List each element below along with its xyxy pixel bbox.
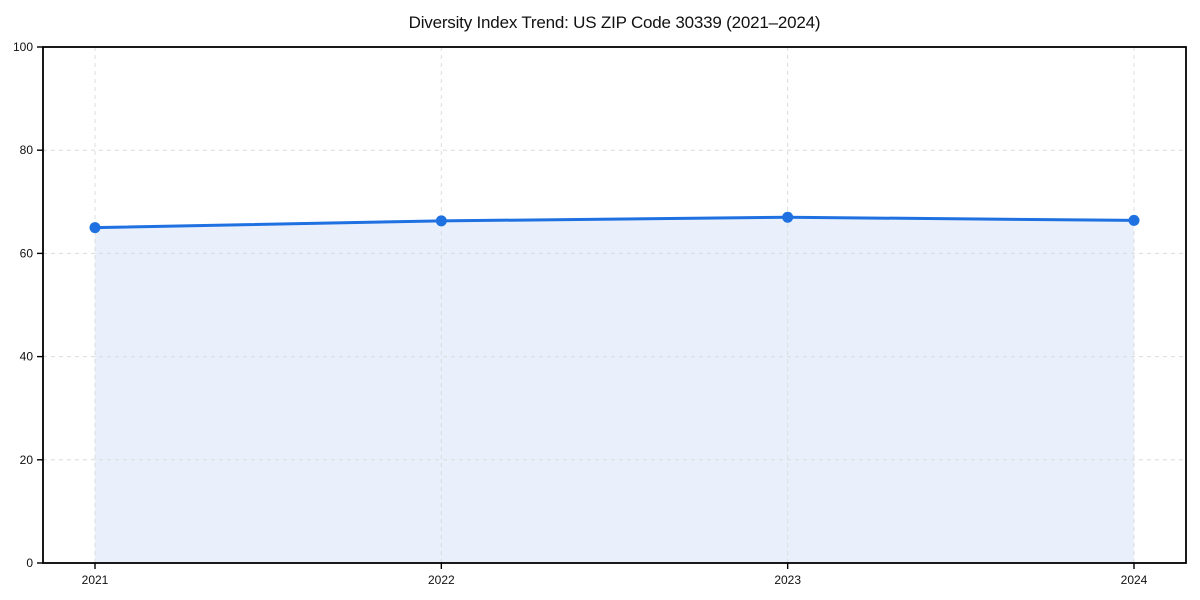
y-tick-label: 0 <box>26 556 33 570</box>
series-line <box>93 215 1136 230</box>
data-point-2023 <box>782 211 794 223</box>
area-fill <box>95 217 1134 563</box>
x-tick-label: 2023 <box>774 573 801 587</box>
x-tick-label: 2024 <box>1121 573 1148 587</box>
data-point-2021 <box>89 222 101 234</box>
plot-frame <box>42 46 1187 564</box>
y-tick-label: 80 <box>20 143 34 157</box>
chart-title: Diversity Index Trend: US ZIP Code 30339… <box>408 13 821 32</box>
y-tick-label: 60 <box>20 246 34 260</box>
data-point-2022 <box>435 215 447 227</box>
y-tick-label: 20 <box>20 453 34 467</box>
x-tick-label: 2022 <box>428 573 455 587</box>
y-tick-label: 40 <box>20 350 34 364</box>
data-point-2024 <box>1128 214 1140 226</box>
y-tick-label: 100 <box>13 40 33 54</box>
x-tick-label: 2021 <box>82 573 109 587</box>
